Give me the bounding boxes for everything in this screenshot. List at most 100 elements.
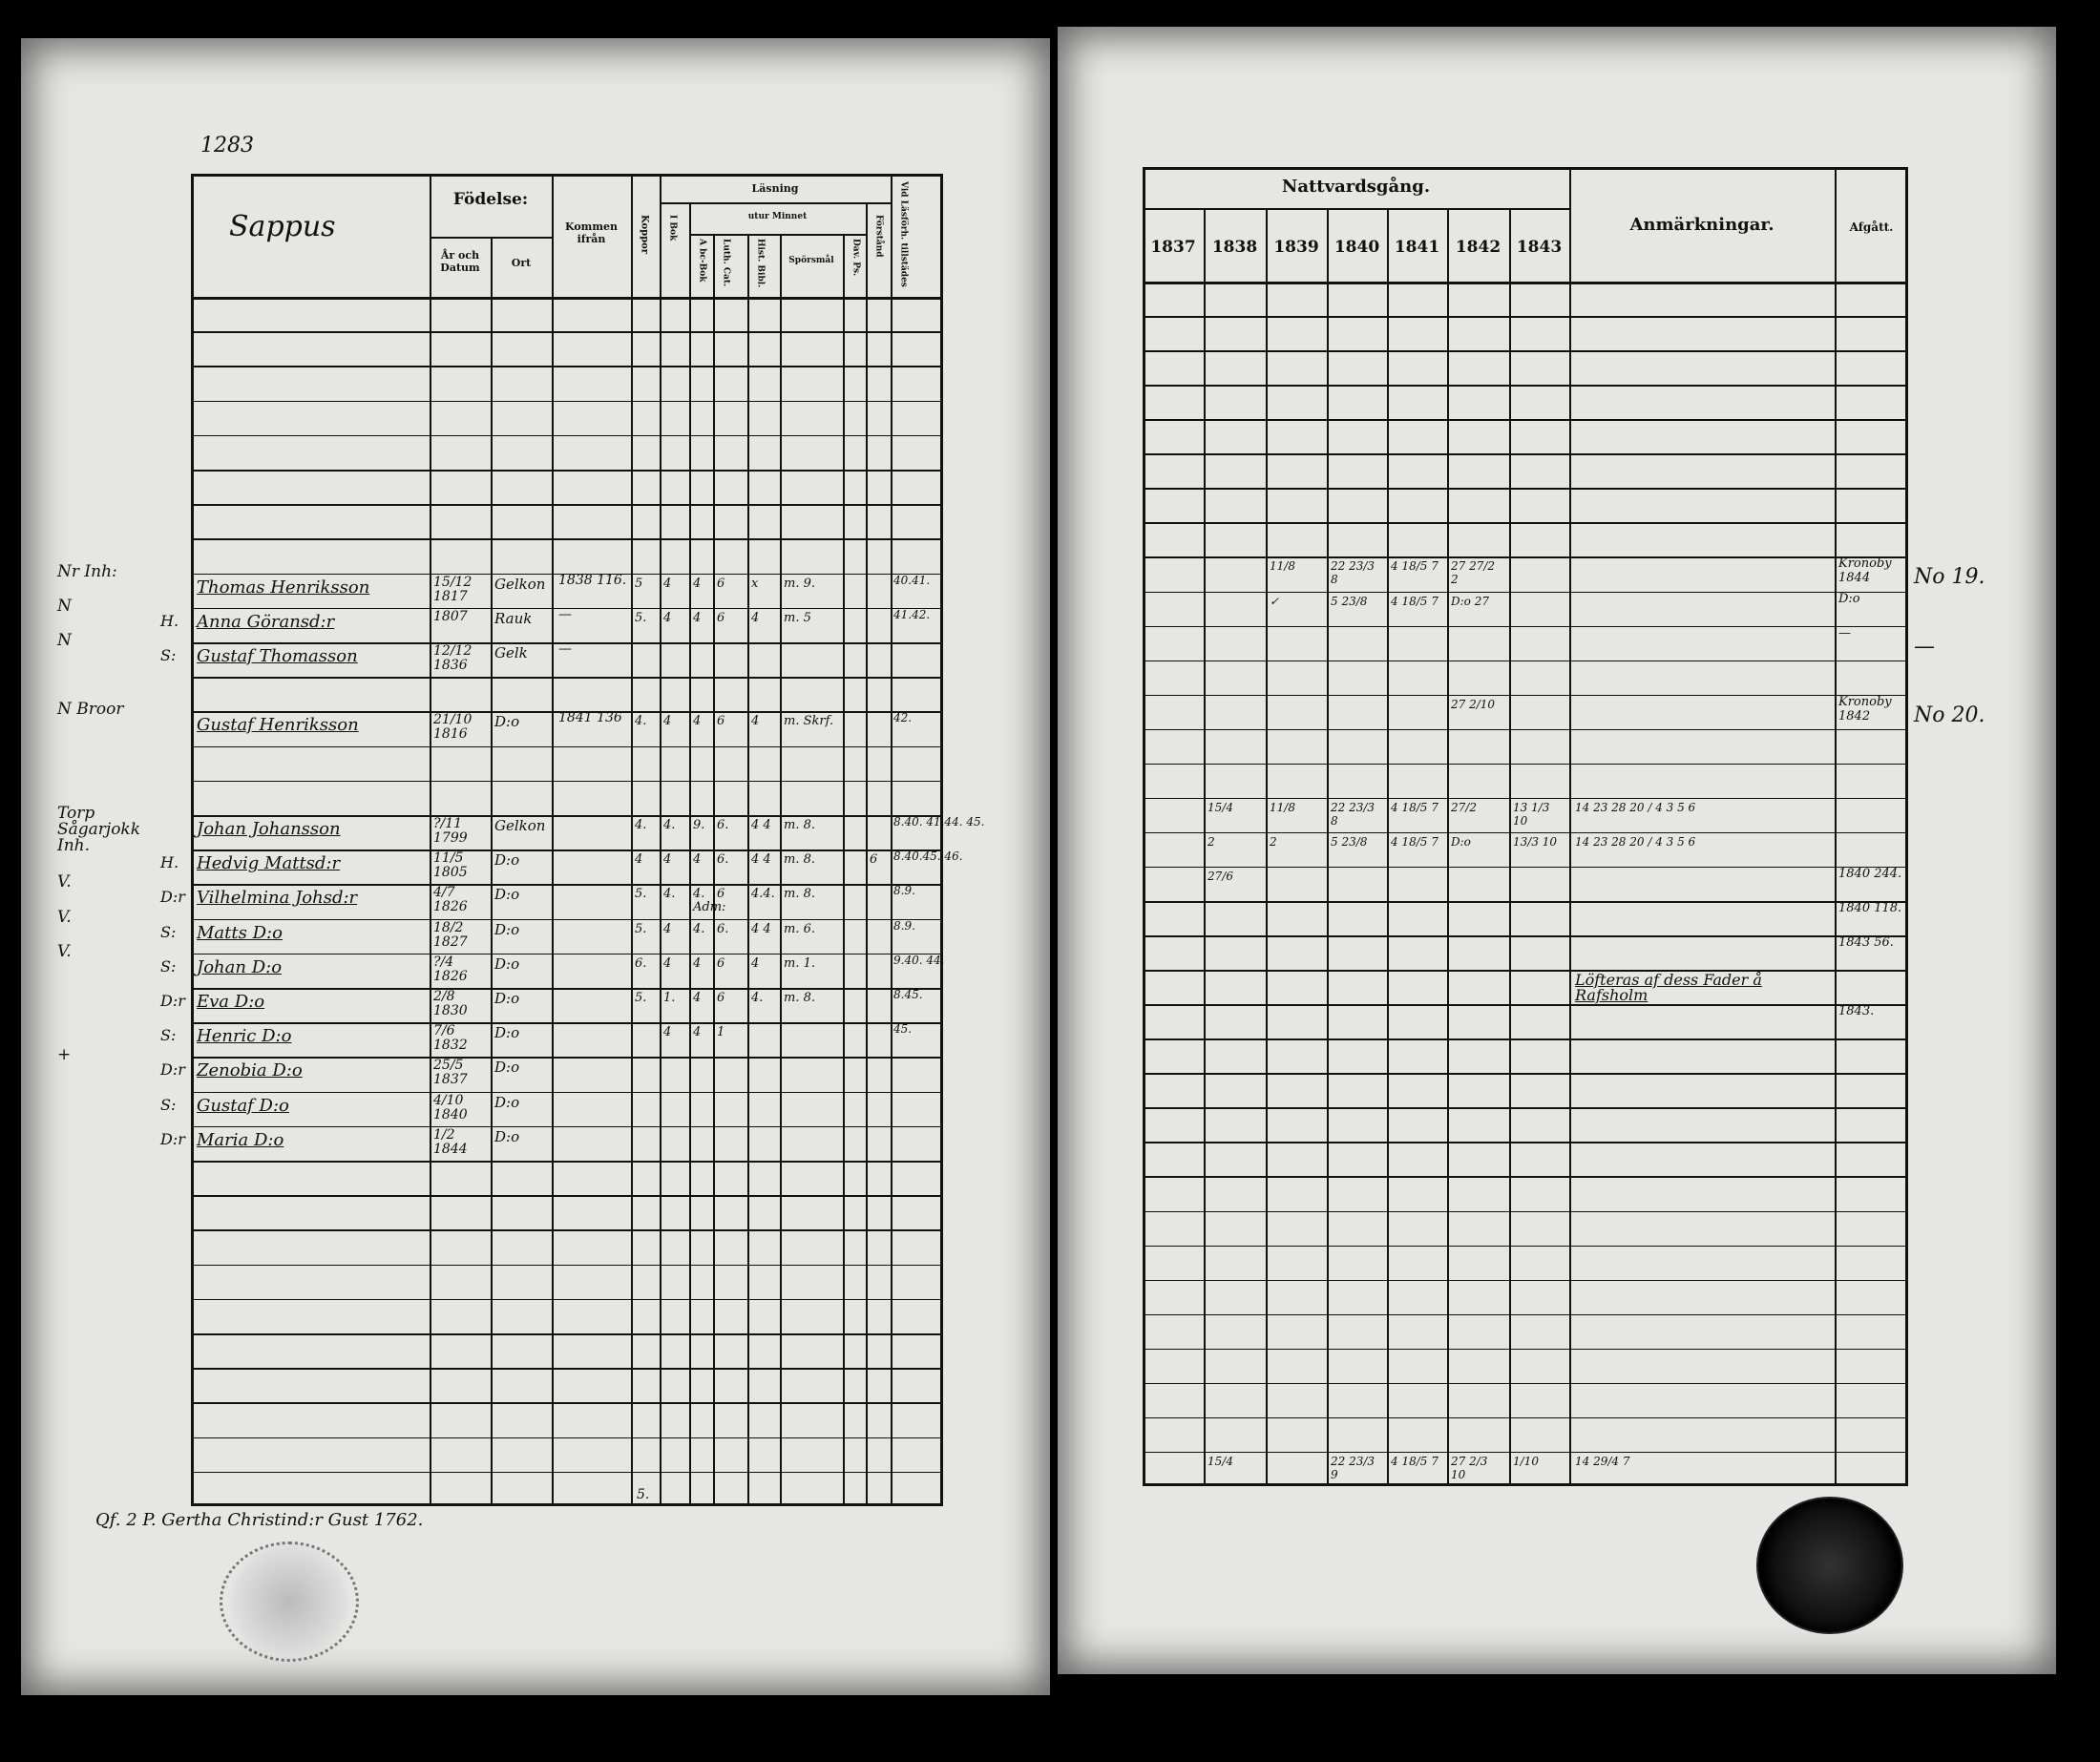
communion-mark: 27/2 bbox=[1451, 800, 1477, 814]
row-line bbox=[191, 1057, 943, 1059]
row-line bbox=[1143, 1176, 1908, 1178]
row-line bbox=[191, 1402, 943, 1404]
relation: D:r bbox=[160, 1060, 185, 1080]
sub-header-understanding: Förstånd bbox=[873, 215, 884, 258]
reading-mark: 6 bbox=[717, 610, 725, 625]
row-line bbox=[1143, 350, 1908, 352]
remarks-header: Anmärkningar. bbox=[1629, 215, 1774, 235]
reading-mark: 5. bbox=[635, 921, 647, 936]
communion-mark: 11/8 bbox=[1270, 800, 1295, 814]
margin-note: N bbox=[57, 631, 72, 650]
attended-years: 9.40. 44. bbox=[893, 953, 945, 967]
column-line bbox=[713, 234, 715, 1506]
reading-mark: 4 bbox=[693, 576, 702, 591]
reading-mark: 4 bbox=[693, 610, 702, 625]
row-line bbox=[191, 850, 943, 851]
reading-mark: 4.4. bbox=[751, 887, 775, 902]
sub-header-luther_cat: Luth. Cat. bbox=[721, 239, 731, 287]
row-line bbox=[1143, 970, 1908, 972]
birth-date: ?/11 1799 bbox=[433, 816, 468, 846]
birth-place: Gelkon bbox=[494, 817, 546, 834]
column-line bbox=[1327, 208, 1329, 1486]
right-table-frame bbox=[1143, 167, 1908, 1486]
person-name: Eva D:o bbox=[197, 992, 265, 1012]
right-seal bbox=[1756, 1497, 1903, 1634]
reading-mark: 5 bbox=[635, 576, 643, 591]
communion-mark: 11/8 bbox=[1270, 559, 1295, 574]
column-line bbox=[1387, 208, 1389, 1486]
reading-mark: 4 bbox=[751, 610, 760, 625]
sub-header-psalms: Dav. Ps. bbox=[850, 239, 861, 277]
reading-mark: 6 bbox=[717, 576, 725, 591]
reading-mark: m. 8. bbox=[784, 852, 815, 868]
communion-mark: 27/6 bbox=[1208, 869, 1233, 883]
reading-header-line bbox=[660, 202, 891, 204]
reading-mark: 4 bbox=[663, 955, 672, 971]
sub-header-abc_book: A bc-Bok bbox=[697, 239, 707, 283]
communion-mark: 4 18/5 7 bbox=[1391, 594, 1438, 608]
reading-header: Läsning bbox=[751, 182, 799, 195]
row-line bbox=[191, 884, 943, 886]
reading-mark: 6. bbox=[635, 955, 647, 971]
reading-mark: 4. bbox=[663, 818, 676, 832]
reading-mark: 4 bbox=[751, 955, 760, 971]
reading-mark: x bbox=[751, 576, 759, 591]
row-line bbox=[191, 1161, 943, 1163]
row-line bbox=[191, 953, 943, 955]
row-line bbox=[1143, 1313, 1908, 1316]
column-line bbox=[1447, 208, 1449, 1486]
row-line bbox=[1143, 694, 1908, 697]
row-line bbox=[1143, 866, 1908, 869]
reading-mark: 6 bbox=[717, 955, 725, 971]
reading-mark: 4. bbox=[635, 714, 647, 729]
row-line bbox=[191, 1091, 943, 1094]
sub-header-hist: Hist. Bibl. bbox=[755, 239, 766, 288]
row-line bbox=[191, 504, 943, 506]
row-line bbox=[191, 1195, 943, 1197]
memory-header-line bbox=[689, 234, 866, 236]
row-line bbox=[1143, 763, 1908, 766]
total-communion: 27 2/3 10 bbox=[1451, 1454, 1488, 1481]
attended-years: 42. bbox=[893, 711, 913, 725]
birth-date: 7/6 1832 bbox=[433, 1023, 468, 1054]
reading-mark: 1 bbox=[717, 1025, 725, 1040]
year-header: 1838 bbox=[1211, 238, 1258, 257]
row-line bbox=[1143, 728, 1908, 731]
row-line bbox=[1143, 1210, 1908, 1213]
departed-note: 1840 118. bbox=[1838, 901, 1902, 916]
row-line bbox=[191, 538, 943, 540]
attended-years: 8.45. bbox=[893, 988, 923, 1001]
relation: D:r bbox=[160, 1129, 185, 1148]
communion-mark: 13 1/3 10 bbox=[1513, 800, 1550, 828]
birth-place: D:o bbox=[494, 886, 520, 904]
reading-mark: m. 8. bbox=[784, 818, 815, 832]
reading-mark: 1. bbox=[663, 991, 676, 1005]
reading-mark: 4 bbox=[663, 610, 672, 625]
communion-mark: ✓ bbox=[1270, 594, 1280, 608]
birth-place: D:o bbox=[494, 713, 520, 731]
reading-mark: 5. bbox=[635, 610, 647, 625]
row-line bbox=[1143, 1382, 1908, 1385]
reading-mark: 4 bbox=[663, 1025, 672, 1040]
person-name: Johan D:o bbox=[197, 956, 283, 977]
birth-place: D:o bbox=[494, 954, 520, 973]
row-line bbox=[1143, 522, 1908, 524]
row-line bbox=[1143, 625, 1908, 628]
reading-mark: 6. bbox=[717, 921, 729, 936]
row-line bbox=[1143, 591, 1908, 593]
row-line bbox=[1143, 385, 1908, 387]
column-line bbox=[747, 234, 749, 1506]
column-line bbox=[1266, 208, 1268, 1486]
relation: H. bbox=[160, 611, 179, 630]
reading-mark: 4 bbox=[663, 852, 672, 868]
row-line bbox=[191, 1333, 943, 1335]
communion-mark: 5 23/8 bbox=[1331, 594, 1368, 608]
birth-date: 11/5 1805 bbox=[433, 850, 468, 881]
person-name: Maria D:o bbox=[197, 1129, 284, 1150]
reading-mark: 4 4 bbox=[751, 852, 771, 868]
person-name: Matts D:o bbox=[197, 922, 283, 943]
reading-mark: 4 bbox=[693, 852, 702, 868]
row-line bbox=[1143, 453, 1908, 455]
row-line bbox=[191, 642, 943, 644]
person-name: Henric D:o bbox=[197, 1026, 292, 1047]
